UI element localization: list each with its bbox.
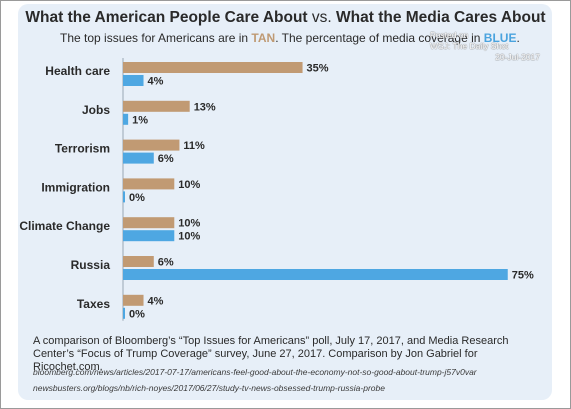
bar-tan-russia — [123, 256, 154, 267]
watermark-date: 20-Jul-2017 — [495, 52, 540, 62]
subtitle-end: . — [516, 31, 520, 45]
bar-blue-russia — [123, 269, 508, 280]
footnote: A comparison of Bloomberg’s “Top Issues … — [33, 335, 509, 373]
value-label-tan-terrorism: 11% — [183, 140, 205, 152]
category-label-immigration: Immigration — [41, 180, 110, 194]
category-label-russia: Russia — [71, 258, 111, 272]
watermark-line2: WSJ: The Daily Shot — [430, 41, 509, 51]
chart-title: What the American People Care About vs. … — [0, 9, 571, 27]
value-label-blue-russia: 75% — [512, 270, 534, 282]
bar-tan-taxes — [123, 294, 144, 306]
subtitle-tan: TAN — [251, 31, 276, 45]
bar-blue-immigration — [123, 191, 125, 203]
subtitle-blue: BLUE — [483, 31, 517, 45]
bar-tan-terrorism — [123, 139, 180, 151]
value-label-tan-health-care: 35% — [307, 63, 329, 75]
bar-tan-jobs — [123, 100, 190, 112]
subtitle-pre: The top issues for Americans are in — [60, 31, 252, 45]
bar-blue-jobs — [123, 113, 129, 125]
value-label-blue-climate-change: 10% — [178, 231, 200, 243]
value-label-blue-immigration: 0% — [129, 192, 145, 204]
bar-blue-climate-change — [123, 230, 175, 242]
title-part2: What the Media Cares About — [336, 9, 546, 26]
value-label-tan-climate-change: 10% — [178, 218, 200, 230]
bar-blue-terrorism — [123, 152, 154, 164]
value-label-blue-taxes: 0% — [129, 308, 145, 320]
bar-chart: Health care 35% 4% Jobs 13% 1% Terrorism 11% 6% I… — [19, 58, 534, 321]
bar-blue-taxes — [123, 307, 125, 319]
value-label-tan-immigration: 10% — [178, 179, 200, 191]
chart-subtitle: The top issues for Americans are in TAN.… — [60, 31, 520, 45]
watermark-line1: Posted on — [430, 30, 469, 40]
source-url-bloomberg[interactable]: bloomberg.com/news/articles/2017-07-17/a… — [33, 367, 477, 377]
value-label-tan-jobs: 13% — [194, 101, 216, 113]
value-label-tan-russia: 6% — [158, 257, 174, 269]
value-label-tan-taxes: 4% — [148, 295, 164, 307]
bar-tan-immigration — [123, 178, 175, 190]
value-label-blue-jobs: 1% — [132, 114, 148, 126]
bar-tan-climate-change — [123, 217, 175, 229]
title-part1: What the American People Care About — [25, 9, 308, 26]
category-label-terrorism: Terrorism — [55, 142, 110, 156]
title-vs: vs. — [311, 9, 332, 26]
value-label-blue-terrorism: 6% — [158, 153, 174, 165]
subtitle-mid: . The percentage of media coverage in — [275, 31, 484, 45]
bar-tan-health-care — [123, 62, 303, 73]
watermark: Posted on WSJ: The Daily Shot 20-Jul-201… — [430, 30, 540, 63]
value-label-blue-health-care: 4% — [148, 76, 164, 88]
category-label-climate-change: Climate Change — [19, 219, 110, 233]
category-label-taxes: Taxes — [77, 297, 110, 311]
source-url-newsbusters[interactable]: newsbusters.org/blogs/nb/rich-noyes/2017… — [33, 383, 385, 393]
category-label-health-care: Health care — [45, 64, 110, 78]
bar-blue-health-care — [123, 75, 144, 86]
category-label-jobs: Jobs — [82, 103, 110, 117]
